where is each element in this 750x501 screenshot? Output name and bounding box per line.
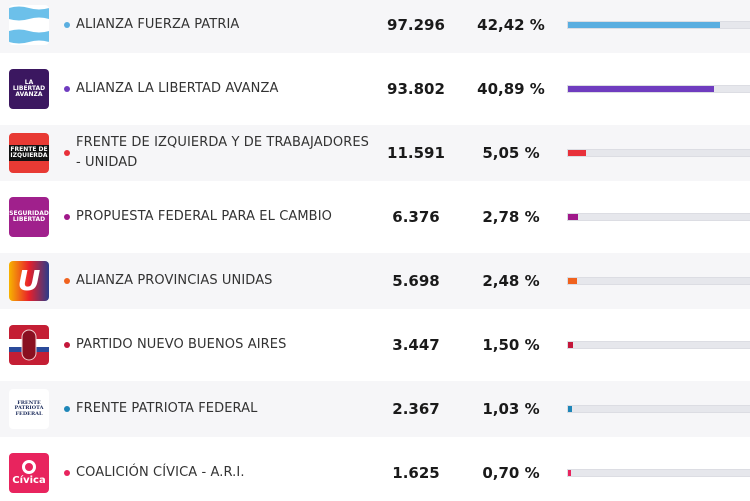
flag-icon — [9, 6, 49, 44]
progress-fill — [568, 406, 572, 412]
vote-percent-text: 40,89 % — [477, 80, 545, 98]
progress-fill — [568, 150, 587, 156]
party-color-dot — [64, 342, 70, 348]
vote-percent-text: 1,50 % — [482, 336, 540, 354]
vote-percent: 0,70 % — [466, 445, 556, 501]
party-name-text: COALICIÓN CÍVICA - A.R.I. — [76, 465, 245, 480]
vote-percent: 2,48 % — [466, 253, 556, 309]
progress-bar — [567, 469, 750, 477]
vote-count-text: 1.625 — [392, 464, 440, 482]
ring-icon — [21, 459, 36, 474]
vote-percent-text: 42,42 % — [477, 16, 545, 34]
shield-icon — [9, 329, 49, 361]
party-name: ALIANZA LA LIBERTAD AVANZA — [76, 61, 372, 117]
vote-count: 93.802 — [370, 61, 462, 117]
party-name: FRENTE DE IZQUIERDA Y DE TRABAJADORES - … — [76, 125, 372, 181]
party-color-dot — [64, 22, 70, 28]
party-row: LA LIBERTAD AVANZA ALIANZA LA LIBERTAD AV… — [0, 61, 750, 117]
party-name: FRENTE PATRIOTA FEDERAL — [76, 381, 372, 437]
party-row: SEGURIDAD LIBERTAD PROPUESTA FEDERAL PARA… — [0, 189, 750, 245]
progress-fill — [568, 278, 577, 284]
party-name: COALICIÓN CÍVICA - A.R.I. — [76, 445, 372, 501]
vote-count-text: 3.447 — [392, 336, 440, 354]
vote-count-text: 11.591 — [387, 144, 445, 162]
party-name-text: FRENTE DE IZQUIERDA Y DE TRABAJADORES - … — [76, 135, 369, 170]
party-name-text: ALIANZA PROVINCIAS UNIDAS — [76, 273, 273, 288]
progress-fill — [568, 342, 574, 348]
party-name-text: ALIANZA LA LIBERTAD AVANZA — [76, 81, 279, 96]
progress-fill — [568, 214, 578, 220]
vote-count: 6.376 — [370, 189, 462, 245]
party-row: ALIANZA FUERZA PATRIA 97.296 42,42 % — [0, 0, 750, 53]
vote-count-text: 2.367 — [392, 400, 440, 418]
party-row: FRENTE DE IZQUIERDA FRENTE DE IZQUIERDA Y… — [0, 125, 750, 181]
vote-count-text: 5.698 — [392, 272, 440, 290]
partido-nuevo-buenos-aires-logo — [9, 325, 49, 365]
party-name: PROPUESTA FEDERAL PARA EL CAMBIO — [76, 189, 372, 245]
progress-fill — [568, 86, 715, 92]
party-name-text: ALIANZA FUERZA PATRIA — [76, 17, 240, 32]
progress-bar — [567, 405, 750, 413]
seguridad-libertad-logo: SEGURIDAD LIBERTAD — [9, 197, 49, 237]
coalicion-civica-logo: Cívica — [9, 453, 49, 493]
progress-fill — [568, 470, 571, 476]
party-name-text: PARTIDO NUEVO BUENOS AIRES — [76, 337, 287, 352]
vote-percent-text: 5,05 % — [482, 144, 540, 162]
party-color-dot — [64, 86, 70, 92]
progress-bar — [567, 85, 750, 93]
vote-count: 2.367 — [370, 381, 462, 437]
party-name: PARTIDO NUEVO BUENOS AIRES — [76, 317, 372, 373]
progress-bar — [567, 149, 750, 157]
vote-percent: 5,05 % — [466, 125, 556, 181]
progress-bar — [567, 341, 750, 349]
party-row: Cívica COALICIÓN CÍVICA - A.R.I. 1.625 0,70… — [0, 445, 750, 501]
vote-percent-text: 2,78 % — [482, 208, 540, 226]
logo-text: FRENTE PATRIOTA FEDERAL — [14, 400, 44, 417]
provincias-unidas-logo: U — [9, 261, 49, 301]
vote-count-text: 6.376 — [392, 208, 440, 226]
party-color-dot — [64, 150, 70, 156]
logo-text: LA LIBERTAD AVANZA — [12, 78, 46, 99]
argentina-flag — [9, 5, 49, 45]
logo-text: FRENTE DE IZQUIERDA — [9, 144, 49, 162]
party-name-text: PROPUESTA FEDERAL PARA EL CAMBIO — [76, 209, 332, 224]
vote-percent: 42,42 % — [466, 0, 556, 53]
progress-bar — [567, 277, 750, 285]
vote-count-text: 93.802 — [387, 80, 445, 98]
frente-de-izquierda-logo: FRENTE DE IZQUIERDA — [9, 133, 49, 173]
party-color-dot — [64, 470, 70, 476]
vote-percent: 2,78 % — [466, 189, 556, 245]
vote-count: 11.591 — [370, 125, 462, 181]
vote-count-text: 97.296 — [387, 16, 445, 34]
party-name: ALIANZA PROVINCIAS UNIDAS — [76, 253, 372, 309]
logo-text: SEGURIDAD LIBERTAD — [9, 209, 49, 223]
party-color-dot — [64, 214, 70, 220]
vote-percent-text: 1,03 % — [482, 400, 540, 418]
vote-count: 3.447 — [370, 317, 462, 373]
logo-text: Cívica — [12, 474, 46, 486]
vote-count: 5.698 — [370, 253, 462, 309]
vote-percent-text: 2,48 % — [482, 272, 540, 290]
vote-percent: 40,89 % — [466, 61, 556, 117]
party-row: U ALIANZA PROVINCIAS UNIDAS 5.698 2,48 % — [0, 253, 750, 309]
party-row: FRENTE PATRIOTA FEDERAL FRENTE PATRIOTA F… — [0, 381, 750, 437]
logo-text: U — [9, 261, 49, 301]
progress-bar — [567, 213, 750, 221]
la-libertad-avanza-logo: LA LIBERTAD AVANZA — [9, 69, 49, 109]
progress-fill — [568, 22, 720, 28]
frente-patriota-federal-logo: FRENTE PATRIOTA FEDERAL — [9, 389, 49, 429]
vote-percent: 1,50 % — [466, 317, 556, 373]
party-color-dot — [64, 278, 70, 284]
party-name-text: FRENTE PATRIOTA FEDERAL — [76, 401, 258, 416]
vote-percent-text: 0,70 % — [482, 464, 540, 482]
vote-count: 1.625 — [370, 445, 462, 501]
party-color-dot — [64, 406, 70, 412]
party-row: PARTIDO NUEVO BUENOS AIRES 3.447 1,50 % — [0, 317, 750, 373]
progress-bar — [567, 21, 750, 29]
vote-percent: 1,03 % — [466, 381, 556, 437]
vote-count: 97.296 — [370, 0, 462, 53]
party-name: ALIANZA FUERZA PATRIA — [76, 0, 372, 53]
